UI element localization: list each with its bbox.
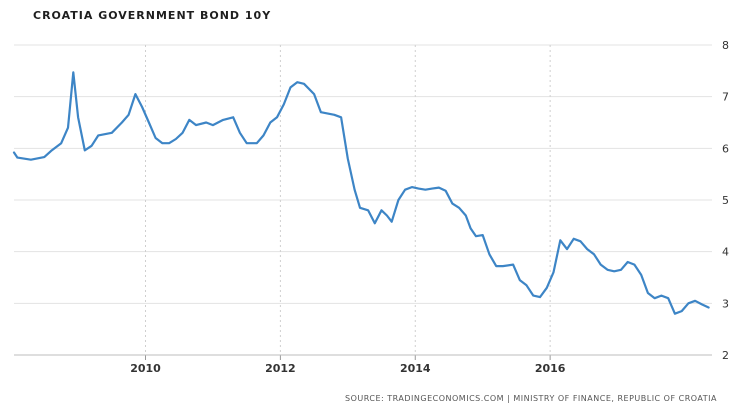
x-tick-label: 2010	[130, 362, 161, 375]
y-tick-label: 4	[722, 246, 729, 259]
chart-source: SOURCE: TRADINGECONOMICS.COM | MINISTRY …	[345, 394, 717, 403]
y-tick-label: 7	[722, 91, 729, 104]
y-tick-label: 6	[722, 142, 729, 155]
y-tick-label: 5	[722, 194, 729, 207]
chart-title: CROATIA GOVERNMENT BOND 10Y	[33, 9, 272, 22]
series-line	[12, 71, 710, 315]
y-tick-label: 3	[722, 297, 729, 310]
x-tick-label: 2016	[535, 362, 566, 375]
x-tick-label: 2014	[400, 362, 431, 375]
y-tick-label: 2	[722, 349, 729, 362]
y-tick-label: 8	[722, 39, 729, 52]
x-tick-label: 2012	[265, 362, 296, 375]
